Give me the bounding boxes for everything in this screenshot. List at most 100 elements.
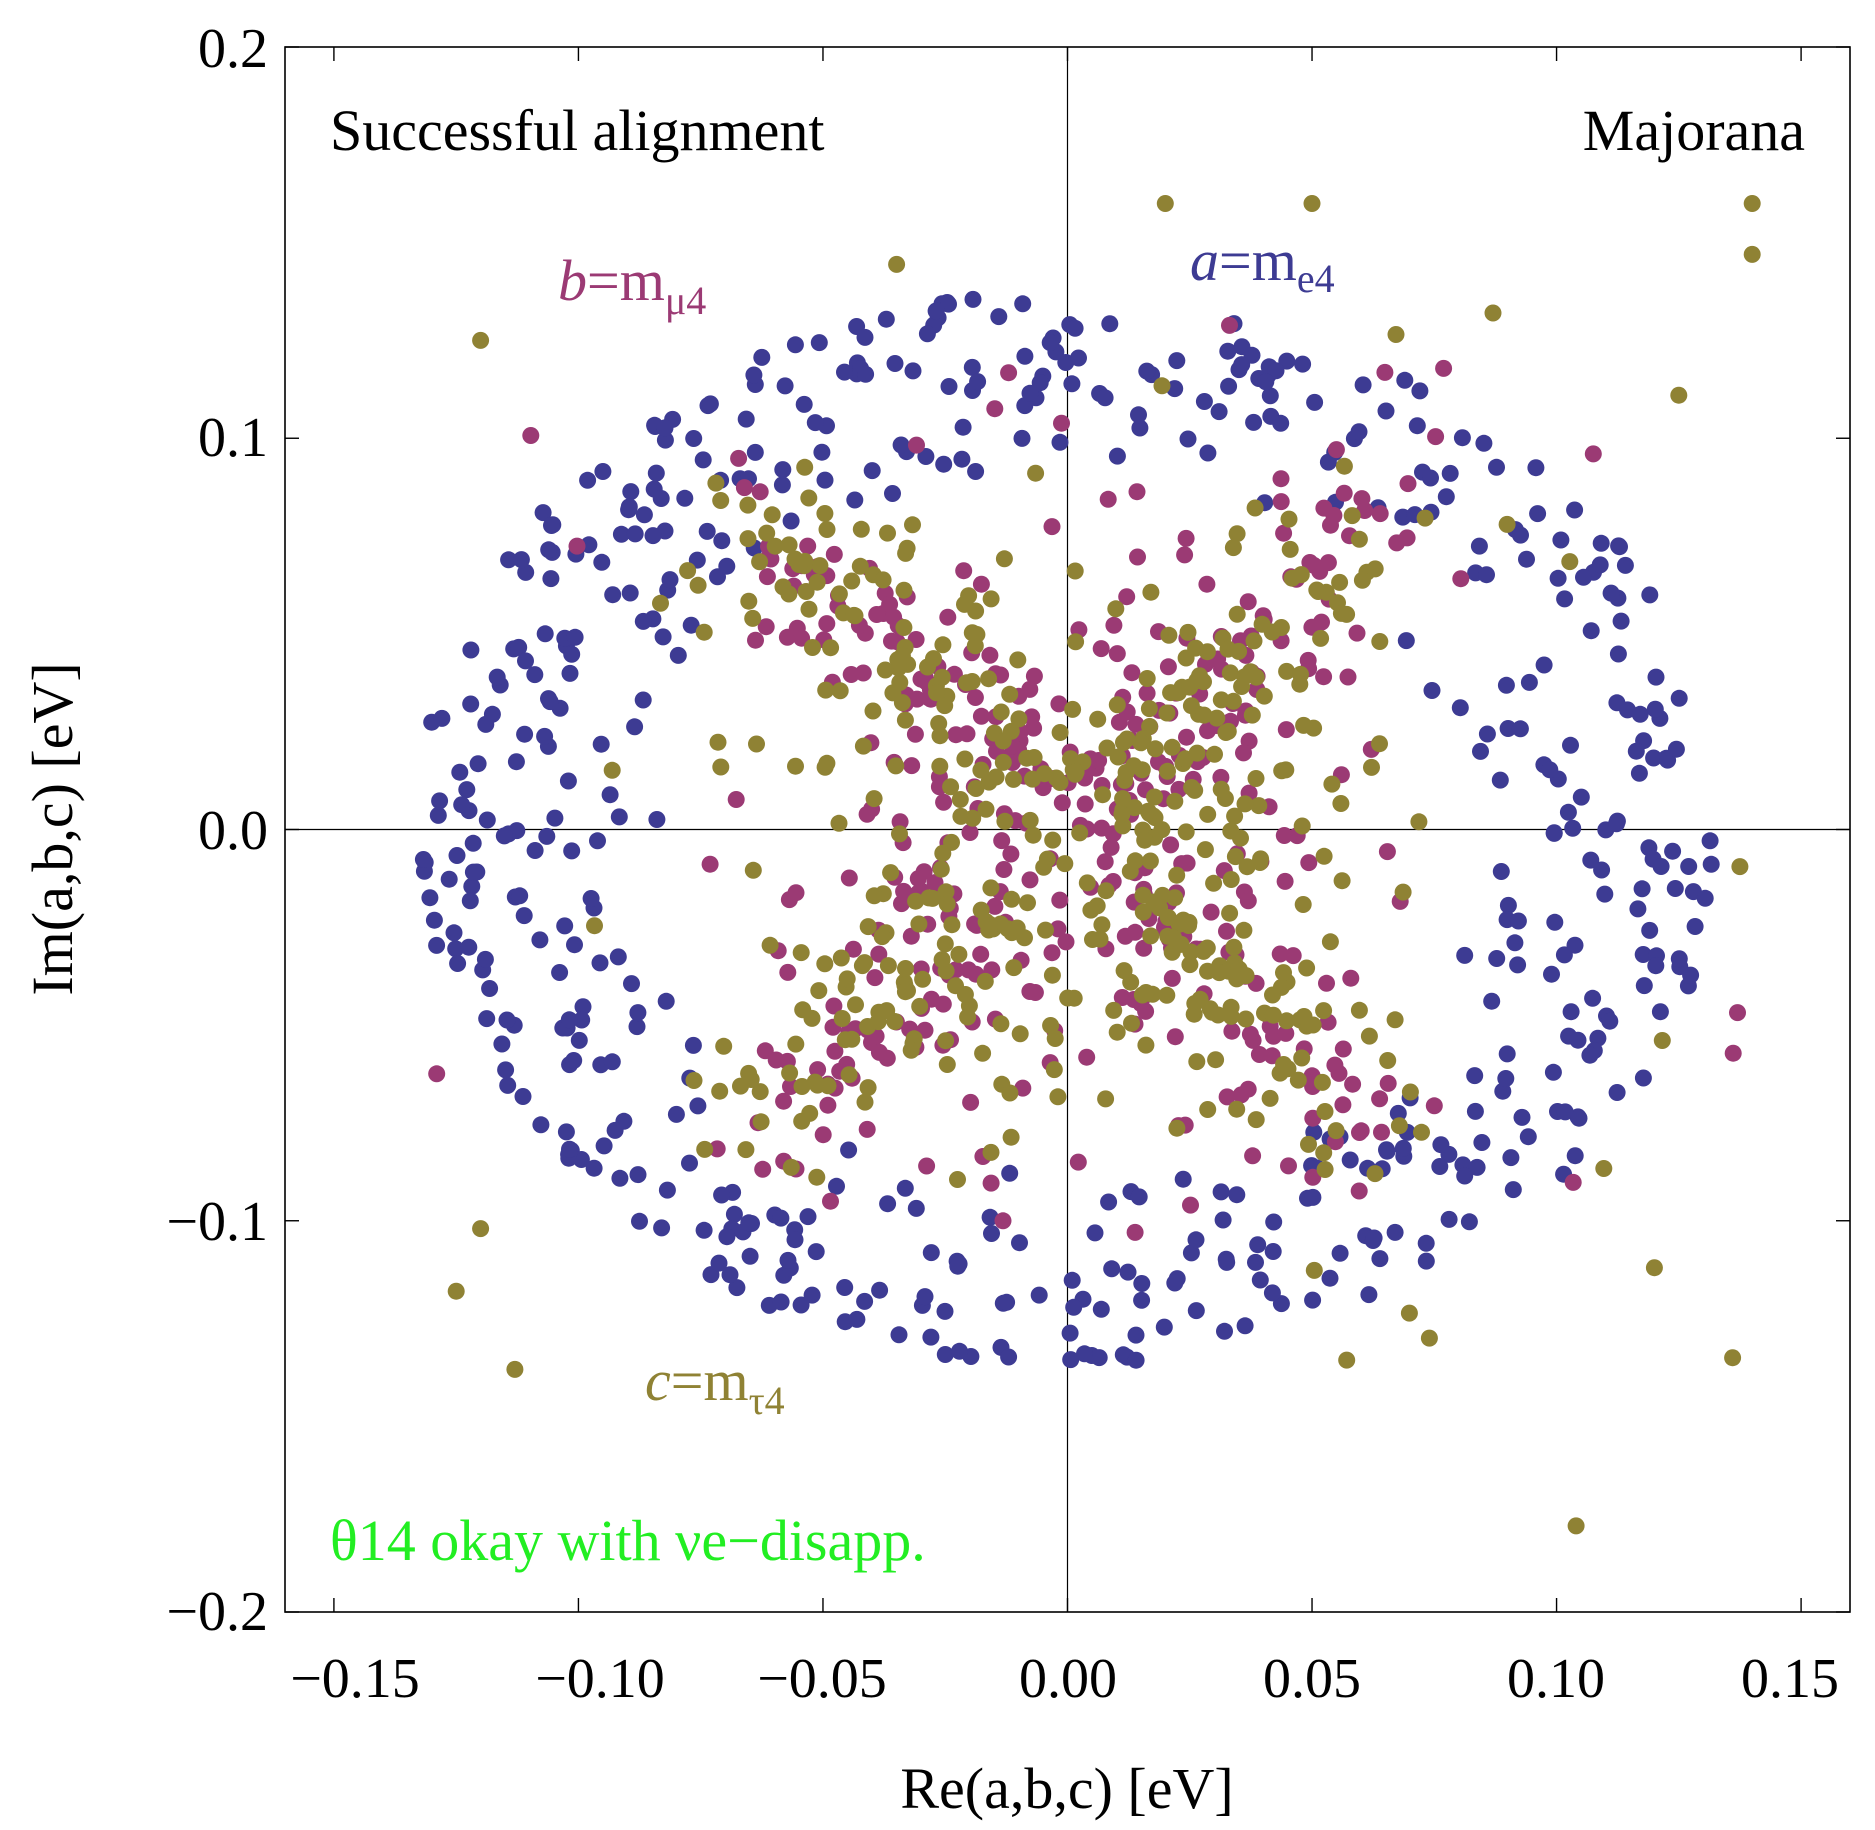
data-point-c [1315,1002,1333,1020]
data-point-b [1339,668,1357,686]
data-point-a [515,907,533,925]
data-point-c [739,530,757,548]
data-point-c [780,536,798,554]
data-point-c [911,997,929,1015]
data-point-a [591,954,609,972]
data-point-b [891,813,909,831]
data-point-a [846,491,864,509]
data-point-a [773,476,791,494]
data-point-c [1003,890,1021,908]
data-point-a [1631,705,1649,723]
data-point-c [1011,1025,1029,1043]
data-point-a [629,1166,647,1184]
data-point-c [830,585,848,603]
data-point-b [1399,475,1417,493]
x-tick-label: 0.10 [1507,1648,1605,1710]
data-point-a [511,887,529,905]
data-point-a [658,1181,676,1199]
data-point-a [1092,1300,1110,1318]
x-tick-label: 0.15 [1741,1648,1839,1710]
data-point-a [667,1105,685,1123]
data-point-a [1432,1136,1450,1154]
data-point-c [1366,1165,1384,1183]
data-point-c [942,778,960,796]
data-point-c [1595,1160,1613,1177]
data-point-b [1304,1168,1322,1186]
data-point-a [1130,1188,1148,1206]
data-point-c [1394,883,1412,901]
data-point-c [1350,1001,1368,1019]
data-point-c [822,639,840,657]
data-point-c [808,573,826,591]
data-point-a [629,1004,647,1022]
data-point-a [654,628,672,646]
data-point-c [472,1220,490,1238]
data-point-b [1379,1074,1397,1092]
data-point-c [1118,730,1136,748]
data-point-a [954,418,972,436]
data-point-a [631,1212,648,1230]
data-point-c [1212,780,1230,798]
data-point-a [1562,1003,1580,1021]
data-point-a [713,1186,731,1204]
data-point-a [488,668,506,686]
data-point-a [431,792,449,810]
data-point-a [476,950,494,968]
data-point-a [1456,1167,1474,1185]
data-point-a [563,645,581,663]
data-point-b [1000,364,1018,382]
data-point-a [725,1205,743,1223]
data-point-a [1702,855,1720,873]
data-point-a [1013,429,1031,447]
data-point-a [1634,1069,1652,1087]
data-point-a [741,1247,759,1265]
data-point-b [818,615,836,633]
data-point-a [1031,374,1049,392]
data-point-c [876,661,894,679]
data-point-b [568,537,586,555]
data-point-a [1090,1349,1108,1367]
data-point-c [1273,762,1291,780]
data-point-a [721,1266,739,1284]
data-point-b [1344,1075,1362,1093]
data-point-b [840,869,858,887]
data-point-b [993,832,1011,850]
data-point-a [1696,889,1714,907]
data-point-a [1453,429,1471,447]
data-point-a [998,1293,1016,1311]
data-point-c [936,935,954,953]
data-point-c [808,1168,826,1186]
x-tick-label: −0.15 [290,1648,420,1710]
data-point-c [1163,738,1181,756]
annotation-successful-alignment: Successful alignment [330,98,825,163]
data-point-a [623,975,640,993]
data-point-a [689,1097,707,1115]
data-point-a [1497,1070,1515,1087]
data-point-c [1237,1010,1255,1028]
data-point-c [800,489,818,507]
data-point-b [757,618,775,636]
data-point-c [888,255,906,273]
data-point-b [1078,1048,1096,1066]
data-point-c [689,576,707,594]
data-point-c [891,825,908,843]
data-point-b [939,608,957,626]
data-point-b [854,664,872,682]
data-point-a [1549,569,1567,587]
data-point-c [956,750,974,768]
data-point-a [863,462,881,480]
data-point-c [1236,668,1254,686]
data-point-c [712,492,730,509]
data-point-a [1341,1151,1359,1169]
data-point-b [826,1042,844,1060]
data-point-b [1334,1096,1352,1114]
data-point-c [1333,872,1351,890]
data-point-a [1199,444,1217,462]
data-point-a [1582,622,1600,640]
data-point-a [964,290,982,308]
data-point-a [1451,699,1469,717]
data-point-a [661,571,679,589]
data-point-a [1529,505,1547,523]
data-point-a [1100,1193,1118,1211]
data-point-c [1123,1014,1140,1032]
